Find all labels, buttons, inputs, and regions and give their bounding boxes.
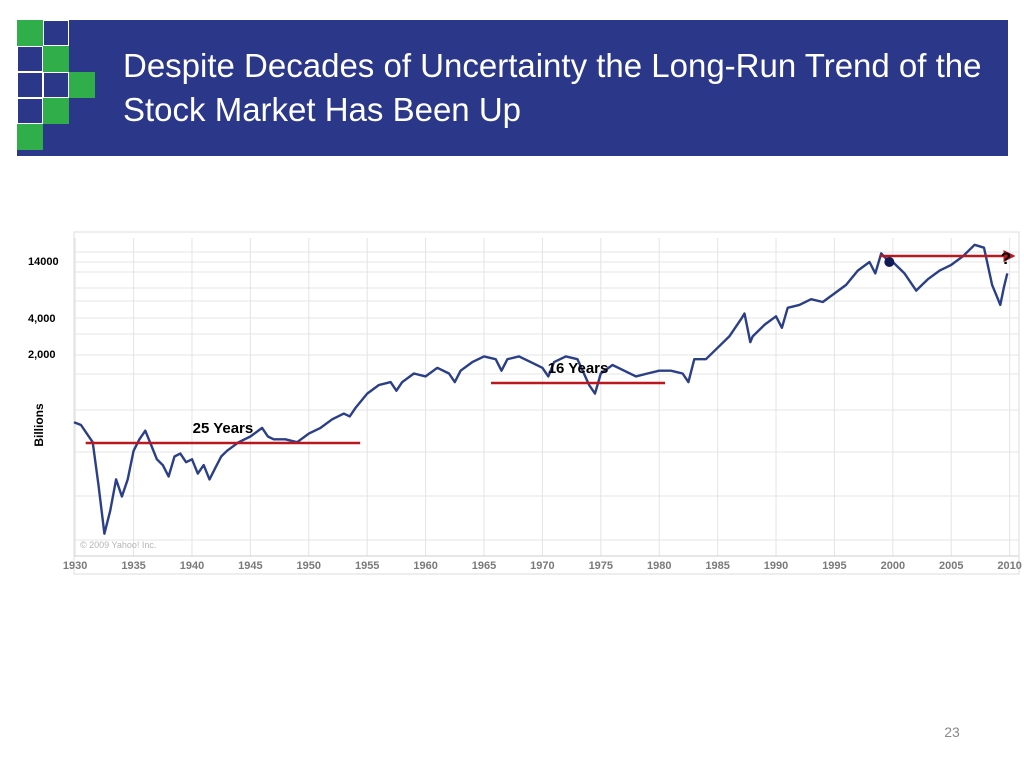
title-bar: Despite Decades of Uncertainty the Long-… <box>17 20 1008 156</box>
x-tick-label: 2005 <box>939 560 963 572</box>
x-tick-label: 2010 <box>997 560 1021 572</box>
decorative-square <box>17 98 43 124</box>
x-tick-label: 1960 <box>413 560 437 572</box>
annotation-arrowhead <box>1003 250 1016 262</box>
x-tick-label: 1930 <box>63 560 87 572</box>
decorative-square <box>17 20 43 46</box>
x-tick-label: 1950 <box>297 560 321 572</box>
x-tick-label: 1955 <box>355 560 379 572</box>
y-tick-label: 14000 <box>28 256 59 268</box>
slide-number: 23 <box>944 724 960 740</box>
x-tick-label: 1965 <box>472 560 496 572</box>
annotation-label: 25 Years <box>193 420 254 437</box>
x-tick-label: 1995 <box>822 560 846 572</box>
decorative-square <box>43 46 69 72</box>
y-axis-label: Billions <box>32 403 46 447</box>
x-tick-label: 1970 <box>530 560 554 572</box>
x-tick-label: 1975 <box>589 560 613 572</box>
slide-title: Despite Decades of Uncertainty the Long-… <box>123 47 982 128</box>
peak-marker <box>884 257 895 267</box>
x-tick-label: 1990 <box>764 560 788 572</box>
y-tick-label: 4,000 <box>28 313 56 325</box>
decorative-square <box>43 72 69 98</box>
watermark: © 2009 Yahoo! Inc. <box>80 540 156 550</box>
decorative-square <box>17 46 43 72</box>
annotation-label: 16 Years <box>548 360 609 377</box>
series-line <box>73 243 1009 535</box>
y-tick-label: 2,000 <box>28 349 56 361</box>
decorative-square <box>17 72 43 98</box>
decorative-square <box>43 98 69 124</box>
x-tick-label: 1935 <box>121 560 145 572</box>
x-tick-label: 1945 <box>238 560 262 572</box>
plot-frame <box>73 231 1020 575</box>
x-tick-label: 1985 <box>705 560 729 572</box>
annotation-label: ? <box>1001 249 1011 268</box>
x-tick-label: 1980 <box>647 560 671 572</box>
decorative-square <box>17 124 43 150</box>
x-tick-label: 1940 <box>180 560 204 572</box>
decorative-square <box>69 72 95 98</box>
x-tick-label: 2000 <box>881 560 905 572</box>
decorative-square <box>43 20 69 46</box>
